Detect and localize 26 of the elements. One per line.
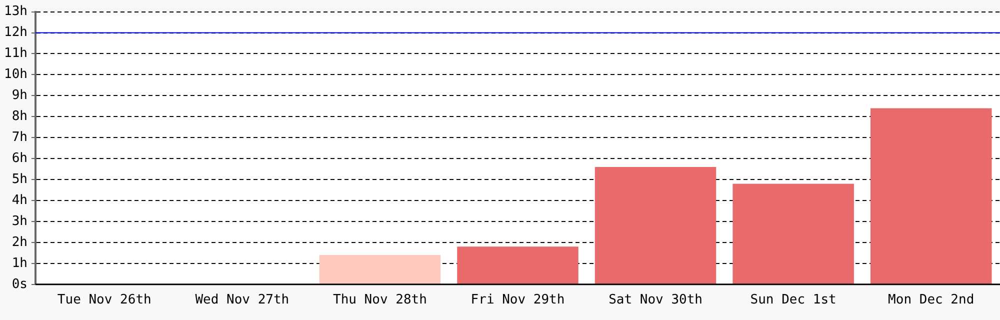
y-tick-label: 3h (12, 214, 28, 229)
y-tick-label: 12h (4, 25, 28, 40)
y-tick-label: 1h (12, 256, 28, 271)
bar (870, 108, 992, 284)
y-tick-label: 8h (12, 109, 28, 124)
bar (319, 255, 441, 284)
y-tick-label: 11h (4, 46, 28, 62)
y-tick-label: 9h (12, 88, 28, 104)
x-tick-label: Mon Dec 2nd (888, 292, 974, 308)
x-tick-label: Fri Nov 29th (470, 292, 565, 308)
y-tick-label: 10h (4, 67, 28, 82)
x-tick-label: Wed Nov 27th (195, 292, 290, 308)
y-tick-label: 6h (12, 150, 28, 166)
y-tick-label: 4h (12, 192, 28, 208)
y-tick-label: 13h (4, 4, 28, 20)
y-tick-label: 7h (12, 130, 28, 145)
x-tick-label: Tue Nov 26th (57, 292, 152, 308)
y-tick-label: 0s (12, 276, 28, 292)
bar (457, 246, 578, 284)
bar (732, 184, 854, 284)
y-tick-label: 2h (12, 234, 28, 250)
x-tick-label: Thu Nov 28th (332, 292, 427, 308)
y-tick-label: 5h (12, 172, 28, 187)
bar (594, 166, 716, 284)
x-tick-label: Sun Dec 1st (750, 292, 836, 308)
x-tick-label: Sat Nov 30th (608, 292, 702, 308)
